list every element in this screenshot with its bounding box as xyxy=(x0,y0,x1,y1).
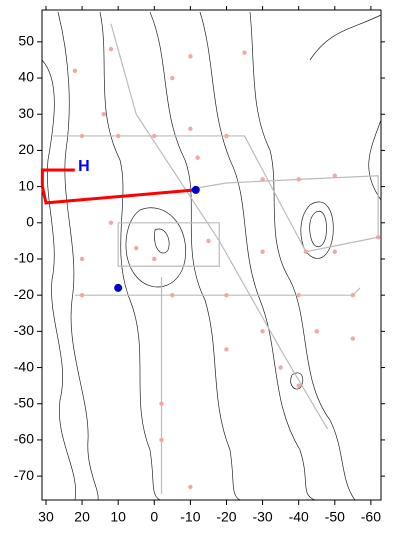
point xyxy=(101,112,106,117)
point xyxy=(152,256,157,262)
contour-line xyxy=(300,201,334,259)
x-tick-label: -20 xyxy=(216,509,236,525)
y-tick-label: 0 xyxy=(26,213,34,229)
point xyxy=(108,220,114,225)
point xyxy=(375,235,381,240)
point xyxy=(134,245,139,251)
contour-line xyxy=(199,11,316,501)
point xyxy=(188,54,193,59)
point xyxy=(114,283,123,292)
x-tick-label: -40 xyxy=(289,509,309,525)
point xyxy=(350,336,356,341)
y-tick-label: 10 xyxy=(18,177,34,193)
contour-line xyxy=(57,11,99,501)
point xyxy=(303,249,309,254)
y-tick-label: -50 xyxy=(14,394,34,410)
plot-frame xyxy=(41,9,382,501)
contour-line xyxy=(249,11,356,501)
x-tick-label: -60 xyxy=(361,509,381,525)
point xyxy=(278,365,283,370)
x-tick-label: -30 xyxy=(252,509,272,525)
x-tick-label: -50 xyxy=(325,509,345,525)
contour-line xyxy=(125,207,186,288)
contour-line xyxy=(149,11,241,501)
point xyxy=(188,126,193,131)
point xyxy=(152,133,157,139)
point xyxy=(188,484,193,490)
point xyxy=(260,329,265,334)
point xyxy=(159,401,164,406)
point xyxy=(260,177,265,182)
contour-line xyxy=(154,228,170,254)
contour-line xyxy=(309,14,382,201)
point xyxy=(332,249,337,254)
point xyxy=(115,133,121,139)
point xyxy=(170,292,175,298)
track-line xyxy=(40,168,196,205)
y-tick-label: -70 xyxy=(14,467,34,483)
track-line xyxy=(117,222,220,267)
point xyxy=(191,185,200,194)
point xyxy=(206,238,211,244)
point xyxy=(314,329,319,334)
point xyxy=(108,46,114,52)
point xyxy=(224,133,229,139)
point xyxy=(296,383,301,388)
y-tick-label: 20 xyxy=(18,141,34,157)
point xyxy=(296,292,301,298)
x-tick-label: 10 xyxy=(110,509,126,525)
point xyxy=(350,292,356,298)
point xyxy=(224,292,229,298)
point xyxy=(79,133,85,139)
y-tick-label: -20 xyxy=(14,286,34,302)
annotation: H xyxy=(78,158,90,175)
y-tick-label: 30 xyxy=(18,105,34,121)
track-line xyxy=(53,135,379,253)
y-tick-label: -30 xyxy=(14,322,34,338)
point xyxy=(79,256,85,262)
point xyxy=(332,173,337,178)
x-tick-label: 30 xyxy=(38,509,54,525)
point xyxy=(242,50,247,55)
y-tick-label: -40 xyxy=(14,358,34,374)
contours xyxy=(41,11,382,501)
y-tick-label: 50 xyxy=(18,33,34,49)
x-tick-label: -10 xyxy=(180,509,200,525)
track-line xyxy=(183,175,379,238)
point xyxy=(72,68,78,73)
track-line xyxy=(74,287,361,296)
y-tick-label: 40 xyxy=(18,69,34,85)
contour-line xyxy=(309,210,327,248)
y-tick-label: -10 xyxy=(14,250,34,266)
contour-line xyxy=(290,372,304,390)
contour-line xyxy=(99,11,161,501)
point xyxy=(296,177,301,182)
point xyxy=(224,347,229,352)
x-tick-label: 0 xyxy=(150,509,158,525)
point xyxy=(159,437,164,443)
point xyxy=(170,75,175,81)
x-tick-label: 20 xyxy=(74,509,90,525)
point xyxy=(195,155,200,160)
y-tick-label: -60 xyxy=(14,431,34,447)
point xyxy=(260,249,265,254)
point xyxy=(79,292,85,298)
contour-line xyxy=(41,59,77,501)
